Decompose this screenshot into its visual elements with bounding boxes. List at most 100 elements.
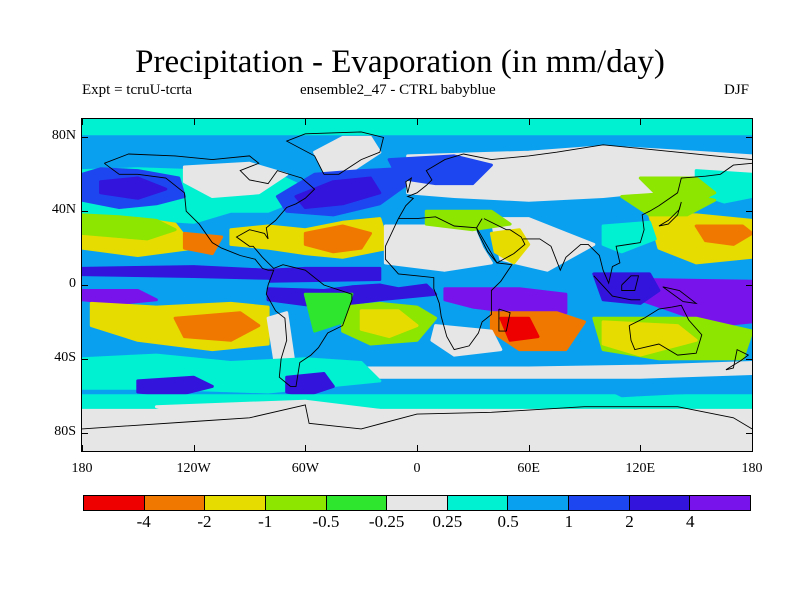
coastline — [398, 144, 752, 219]
colorbar — [83, 495, 751, 511]
contour-region — [294, 176, 382, 209]
contour-region — [182, 161, 289, 198]
contour-region — [82, 289, 158, 305]
lon-tick — [305, 445, 307, 451]
lon-tick — [640, 119, 642, 125]
contour-region — [82, 119, 752, 136]
colorbar-box — [447, 496, 509, 510]
colorbar-box — [84, 496, 145, 510]
experiment-label: Expt = tcruU-tcrta — [82, 82, 193, 98]
lat-tick — [746, 358, 752, 360]
coastline — [476, 218, 526, 264]
lon-tick — [305, 119, 307, 125]
coastline — [628, 304, 703, 356]
colorbar-box — [205, 496, 266, 510]
colorbar-box — [387, 496, 448, 510]
coastline — [82, 404, 752, 430]
season-label: DJF — [724, 82, 750, 98]
colorbar-label: -0.25 — [368, 512, 405, 531]
map-canvas — [82, 119, 752, 451]
coastline — [658, 201, 682, 227]
lon-label: 0 — [413, 461, 421, 476]
lon-label: 60W — [291, 461, 319, 476]
contour-region — [182, 231, 224, 256]
lat-tick — [746, 285, 752, 286]
lon-label: 180 — [71, 461, 93, 476]
contour-region — [383, 224, 493, 272]
colorbar-box — [629, 496, 691, 510]
contour-region — [303, 224, 372, 254]
colorbar-label: -2 — [197, 512, 212, 531]
contour-region — [592, 272, 661, 305]
lat-label: 40S — [54, 349, 76, 365]
lon-label: 180 — [741, 461, 763, 476]
lon-label: 60E — [517, 461, 540, 476]
lon-tick — [640, 445, 642, 451]
coastline — [498, 308, 511, 332]
coastline — [523, 162, 752, 285]
lon-tick — [752, 445, 753, 451]
coastline — [662, 286, 698, 305]
coastline — [621, 275, 640, 291]
coastline — [285, 131, 385, 175]
coastline — [104, 153, 353, 387]
lat-tick — [746, 432, 752, 434]
contour-region — [82, 213, 177, 241]
contour-region — [154, 399, 382, 420]
lon-label: 120W — [176, 461, 211, 476]
colorbar-box — [569, 496, 630, 510]
contour-region — [694, 224, 752, 246]
coastline — [405, 176, 413, 193]
lat-label: 0 — [69, 276, 76, 291]
map-plot — [81, 118, 753, 452]
colorbar-label: -0.5 — [312, 512, 340, 531]
colorbar-box — [144, 496, 206, 510]
contour-region — [424, 209, 512, 232]
contour-region — [303, 292, 354, 333]
lat-tick — [82, 432, 88, 434]
lon-tick — [82, 445, 83, 451]
contour-region — [601, 320, 698, 357]
colorbar-label: 4 — [686, 512, 695, 531]
lon-tick — [193, 119, 195, 125]
contour-region — [285, 372, 335, 398]
contour-region — [601, 220, 657, 254]
colorbar-label: 0.25 — [432, 512, 463, 531]
map-title: Precipitation - Evaporation (in mm/day) — [135, 44, 665, 80]
contour-region — [173, 311, 261, 342]
lat-tick — [82, 211, 88, 213]
contour-region — [359, 309, 419, 339]
colorbar-box — [508, 496, 570, 510]
lon-tick — [528, 445, 530, 451]
coastline — [725, 348, 750, 371]
lon-tick — [417, 445, 418, 451]
colorbar-box — [265, 496, 327, 510]
colorbar-label: 0.5 — [497, 512, 519, 531]
lat-label: 80N — [51, 128, 76, 144]
lat-tick — [746, 137, 752, 139]
lat-label: 40N — [51, 202, 76, 218]
contour-region — [99, 176, 168, 200]
colorbar-box — [690, 496, 751, 510]
lat-tick — [82, 358, 88, 360]
colorbar-box — [326, 496, 388, 510]
contour-region — [82, 276, 270, 291]
lon-tick — [193, 445, 195, 451]
lat-tick — [82, 137, 88, 139]
lon-tick — [528, 119, 530, 125]
lon-tick — [417, 119, 418, 125]
contour-region — [136, 375, 214, 398]
contour-region — [387, 154, 493, 186]
colorbar-label: -1 — [258, 512, 273, 531]
colorbar-label: 1 — [564, 512, 574, 531]
lat-tick — [746, 211, 752, 213]
contour-region — [601, 379, 698, 398]
colorbar-label: -4 — [136, 512, 151, 531]
contour-region — [430, 324, 503, 357]
contour-region — [489, 228, 531, 265]
lat-label: 80S — [54, 423, 76, 439]
ensemble-label: ensemble2_47 - CTRL babyblue — [300, 82, 496, 98]
lon-tick — [752, 119, 753, 125]
colorbar-label: 2 — [625, 512, 634, 531]
lon-label: 120E — [625, 461, 656, 476]
